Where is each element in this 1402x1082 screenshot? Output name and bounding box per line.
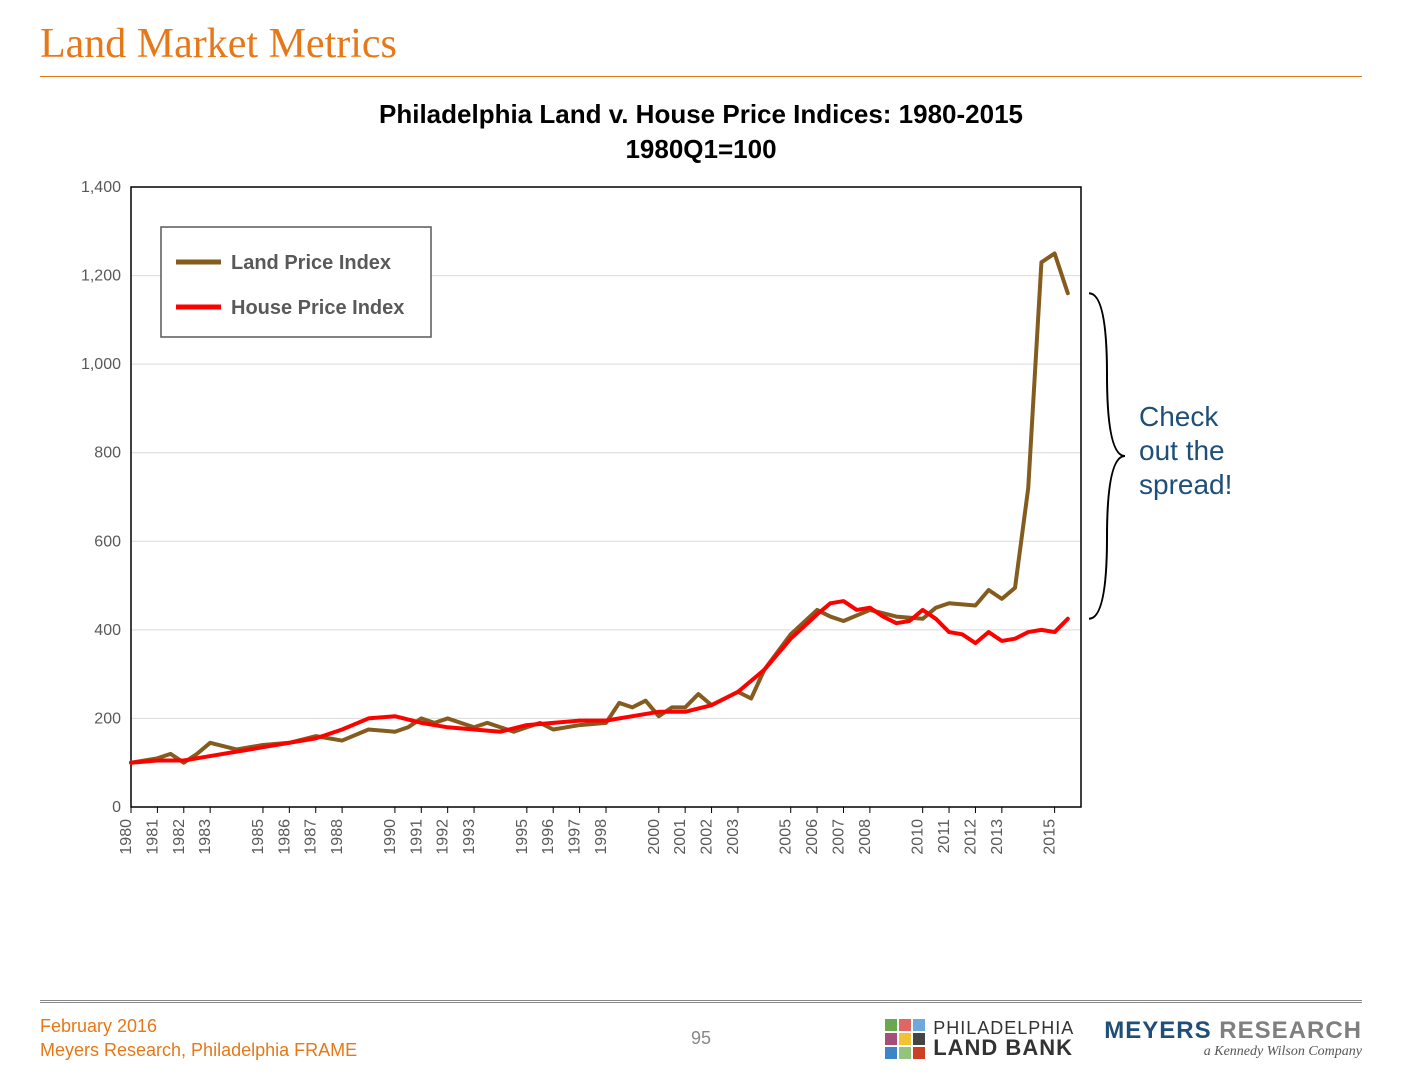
svg-text:1985: 1985 [250, 819, 267, 855]
svg-text:1,400: 1,400 [81, 179, 121, 196]
svg-text:House Price Index: House Price Index [231, 297, 404, 319]
svg-text:1983: 1983 [197, 819, 214, 855]
svg-text:1980: 1980 [118, 819, 135, 855]
svg-text:800: 800 [94, 445, 121, 462]
svg-text:2010: 2010 [910, 819, 927, 855]
chart-container: Philadelphia Land v. House Price Indices… [41, 97, 1361, 932]
plb-grid-icon [885, 1019, 925, 1059]
svg-text:2011: 2011 [936, 819, 953, 854]
svg-text:1988: 1988 [329, 819, 346, 855]
svg-text:1993: 1993 [461, 819, 478, 855]
svg-text:1996: 1996 [540, 819, 557, 855]
mr-name-a: MEYERS [1104, 1017, 1211, 1044]
chart-title: Philadelphia Land v. House Price Indices… [41, 97, 1361, 167]
svg-text:1986: 1986 [276, 819, 293, 855]
footer-date: February 2016 [40, 1015, 357, 1038]
svg-text:out the: out the [1139, 435, 1225, 466]
svg-text:2008: 2008 [857, 819, 874, 855]
svg-text:2007: 2007 [831, 819, 848, 855]
mr-subtitle: a Kennedy Wilson Company [1104, 1044, 1362, 1059]
svg-text:1998: 1998 [593, 819, 610, 855]
title-rule [40, 76, 1362, 77]
svg-text:2013: 2013 [989, 819, 1006, 855]
footer-source: February 2016 Meyers Research, Philadelp… [40, 1015, 357, 1062]
svg-text:2005: 2005 [778, 819, 795, 855]
svg-text:spread!: spread! [1139, 469, 1232, 500]
svg-text:1991: 1991 [408, 819, 425, 855]
meyers-research-logo: MEYERS RESEARCH a Kennedy Wilson Company [1104, 1018, 1362, 1060]
svg-text:2001: 2001 [672, 819, 689, 855]
plb-text-top: PHILADELPHIA [933, 1019, 1074, 1037]
svg-text:2003: 2003 [725, 819, 742, 855]
line-chart: 0 200 400 600 800 1,000 1,200 1,400 1980 1981 1982… [41, 177, 1361, 927]
svg-text:2012: 2012 [962, 819, 979, 855]
footer-source-text: Meyers Research, Philadelphia FRAME [40, 1039, 357, 1062]
svg-text:0: 0 [112, 799, 121, 816]
plb-text-bottom: LAND BANK [933, 1037, 1074, 1059]
footer-logos: PHILADELPHIA LAND BANK MEYERS RESEARCH a… [885, 1018, 1362, 1060]
svg-text:1982: 1982 [171, 819, 188, 855]
svg-text:Check: Check [1139, 401, 1219, 432]
chart-title-line1: Philadelphia Land v. House Price Indices… [41, 97, 1361, 132]
svg-text:Land Price Index: Land Price Index [231, 252, 391, 274]
philadelphia-land-bank-logo: PHILADELPHIA LAND BANK [885, 1019, 1074, 1059]
svg-text:2006: 2006 [804, 819, 821, 855]
chart-title-line2: 1980Q1=100 [41, 132, 1361, 167]
svg-text:1,200: 1,200 [81, 268, 121, 285]
svg-text:1990: 1990 [382, 819, 399, 855]
svg-text:2015: 2015 [1042, 819, 1059, 855]
svg-text:1987: 1987 [303, 819, 320, 855]
svg-text:600: 600 [94, 533, 121, 550]
footer: February 2016 Meyers Research, Philadelp… [40, 1000, 1362, 1062]
page-number: 95 [691, 1028, 711, 1049]
svg-text:200: 200 [94, 711, 121, 728]
page-title: Land Market Metrics [40, 20, 1362, 68]
svg-text:1,000: 1,000 [81, 356, 121, 373]
svg-text:1997: 1997 [567, 819, 584, 855]
svg-text:1981: 1981 [144, 819, 161, 855]
svg-text:400: 400 [94, 622, 121, 639]
svg-text:1992: 1992 [435, 819, 452, 855]
mr-name-b: RESEARCH [1212, 1017, 1362, 1044]
svg-text:1995: 1995 [514, 819, 531, 855]
svg-text:2000: 2000 [646, 819, 663, 855]
svg-text:2002: 2002 [699, 819, 716, 855]
